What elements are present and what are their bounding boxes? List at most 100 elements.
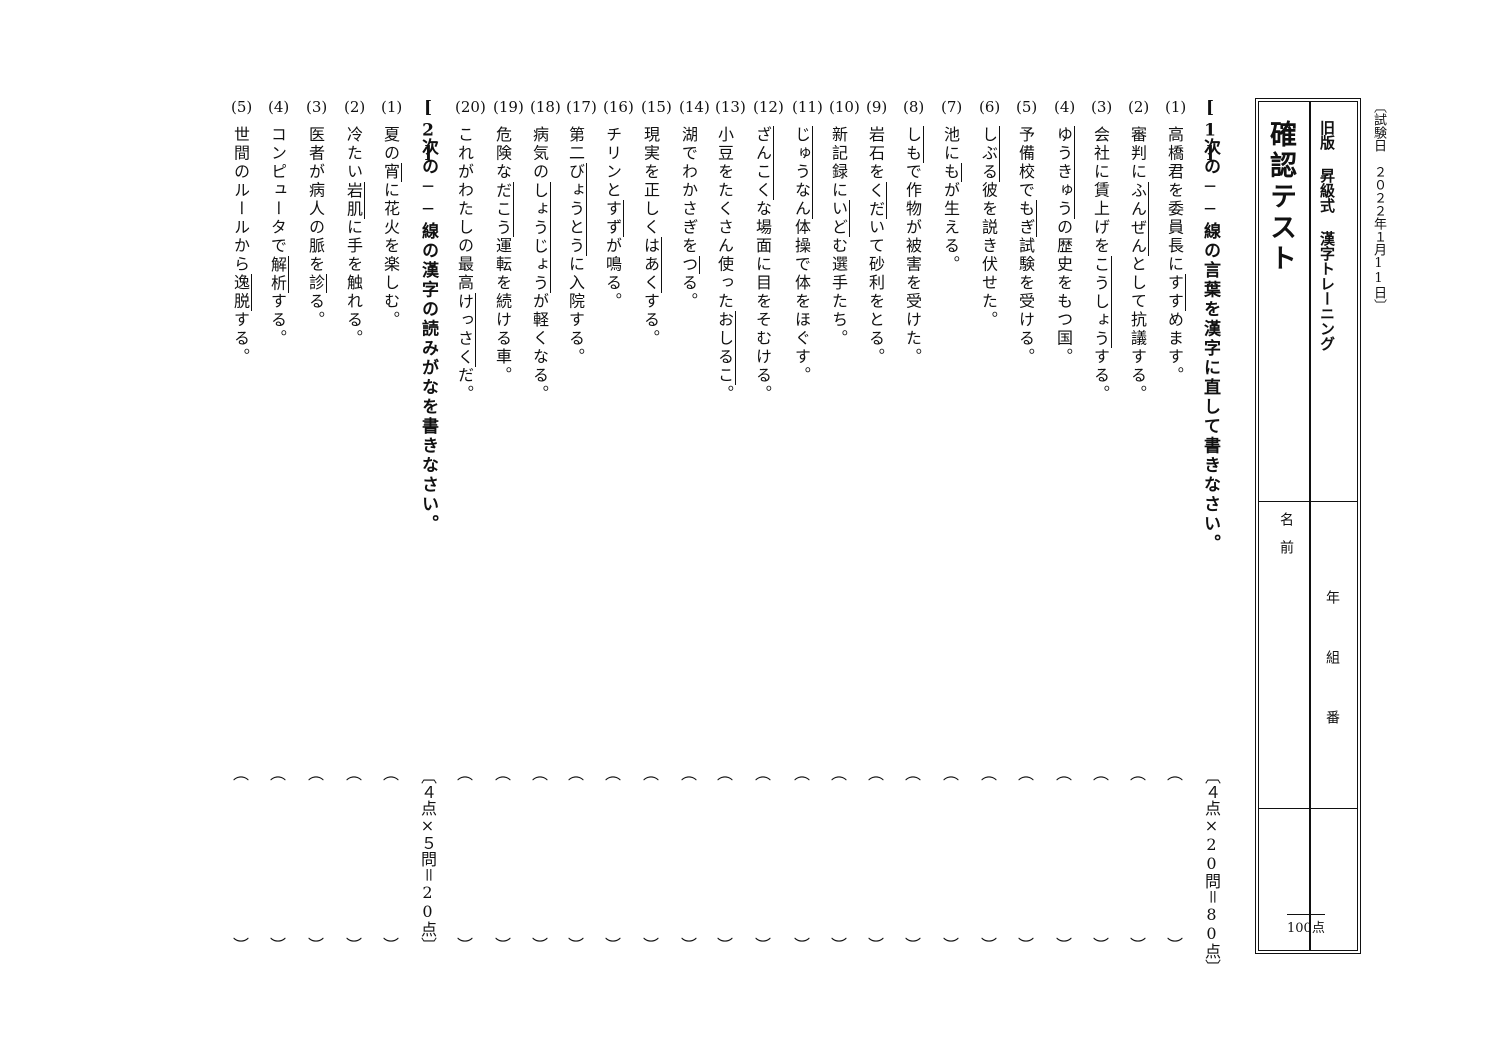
question-number: (2) (1128, 98, 1150, 116)
question-text-post: いて砂利をとる。 (866, 218, 885, 367)
answer-box-close[interactable]: ︶ (794, 936, 811, 955)
answer-box-open[interactable]: ︵ (1167, 764, 1184, 783)
answer-box-open[interactable]: ︵ (233, 764, 250, 783)
question-text-post: 。 (715, 385, 734, 404)
question-text: 池にもが生える。 (941, 126, 962, 275)
answer-box-open[interactable]: ︵ (755, 764, 772, 783)
answer-box-open[interactable]: ︵ (346, 764, 363, 783)
answer-box-close[interactable]: ︶ (346, 936, 363, 955)
answer-box-open[interactable]: ︵ (717, 764, 734, 783)
answer-box-close[interactable]: ︶ (755, 936, 772, 955)
question-text: ざんこくな場面に目をそむける。 (753, 126, 774, 404)
answer-box-open[interactable]: ︵ (943, 764, 960, 783)
question-text-post: 運転を続ける車。 (493, 237, 512, 385)
answer-box-close[interactable]: ︶ (643, 936, 660, 955)
answer-box-open[interactable]: ︵ (1056, 764, 1073, 783)
answer-box-close[interactable]: ︶ (233, 936, 250, 955)
answer-box-close[interactable]: ︶ (532, 936, 549, 955)
answer-box-open[interactable]: ︵ (270, 764, 287, 783)
answer-box-open[interactable]: ︵ (1093, 764, 1110, 783)
answer-box-close[interactable]: ︶ (308, 936, 325, 955)
question-number: (16) (603, 98, 634, 116)
answer-box-open[interactable]: ︵ (643, 764, 660, 783)
underlined-word: 岩肌 (344, 181, 365, 219)
question-number: (1) (1165, 98, 1187, 116)
answer-box-close[interactable]: ︶ (568, 936, 585, 955)
answer-box-open[interactable]: ︵ (831, 764, 848, 783)
underlined-word: しも (903, 126, 924, 163)
question-text: 岩石をくだいて砂利をとる。 (866, 126, 887, 367)
answer-box-open[interactable]: ︵ (457, 764, 474, 783)
answer-box-close[interactable]: ︶ (1093, 936, 1110, 955)
answer-box-close[interactable]: ︶ (681, 936, 698, 955)
question-text: 医者が病人の脈を診る。 (306, 126, 327, 330)
question-text-pre: 会社に賃上げを (1091, 126, 1110, 256)
answer-box-close[interactable]: ︶ (270, 936, 287, 955)
page-title: 確認テスト (1265, 120, 1296, 275)
question-text-pre: 審判に (1128, 126, 1147, 182)
answer-box-open[interactable]: ︵ (383, 764, 400, 783)
series-title: 旧版 昇級式 漢字トレーニング (1318, 120, 1336, 351)
underlined-word: つ (679, 255, 700, 274)
question-text-pre: 小豆をたくさん使った (715, 126, 734, 311)
question-number: (11) (792, 98, 823, 116)
question-text-post: めます。 (1165, 311, 1184, 385)
question-text-post: で作物が被害を受けた。 (903, 163, 922, 367)
answer-box-close[interactable]: ︶ (717, 936, 734, 955)
question-text-post: む選手たち。 (829, 237, 848, 348)
question-text-pre: コンピュータで (268, 126, 287, 256)
question-number: (9) (866, 98, 888, 116)
answer-box-close[interactable]: ︶ (605, 936, 622, 955)
question-text: コンピュータで解析する。 (268, 126, 289, 348)
answer-box-open[interactable]: ︵ (1018, 764, 1035, 783)
test-date: 〔試験日 ２０２２年１月11日〕 (1371, 100, 1386, 312)
answer-box-close[interactable]: ︶ (383, 936, 400, 955)
answer-box-open[interactable]: ︵ (568, 764, 585, 783)
question-number: (14) (679, 98, 710, 116)
underlined-word: ざんこく (753, 126, 774, 200)
answer-box-open[interactable]: ︵ (905, 764, 922, 783)
section1-instruction: 次の──線の言葉を漢字に直して書きなさい。 (1200, 138, 1220, 554)
section2-label: [2] (418, 98, 438, 166)
question-number: (17) (566, 98, 597, 116)
answer-box-open[interactable]: ︵ (495, 764, 512, 783)
answer-box-close[interactable]: ︶ (831, 936, 848, 955)
answer-box-open[interactable]: ︵ (605, 764, 622, 783)
question-text-post: が生える。 (941, 181, 960, 275)
score-label: 100点 (1287, 914, 1325, 936)
answer-box-open[interactable]: ︵ (532, 764, 549, 783)
question-number: (12) (753, 98, 784, 116)
answer-box-open[interactable]: ︵ (868, 764, 885, 783)
answer-box-close[interactable]: ︶ (1167, 936, 1184, 955)
answer-box-close[interactable]: ︶ (943, 936, 960, 955)
question-number: (18) (530, 98, 561, 116)
answer-box-close[interactable]: ︶ (1056, 936, 1073, 955)
question-text-pre: 第二 (566, 126, 585, 163)
answer-box-open[interactable]: ︵ (1130, 764, 1147, 783)
answer-box-open[interactable]: ︵ (681, 764, 698, 783)
question-number: (4) (1054, 98, 1076, 116)
question-text: 冷たい岩肌に手を触れる。 (344, 126, 365, 348)
underlined-word: ゆうきゅう (1054, 126, 1075, 219)
answer-box-close[interactable]: ︶ (1130, 936, 1147, 955)
answer-box-close[interactable]: ︶ (495, 936, 512, 955)
question-number: (10) (829, 98, 860, 116)
question-text: 高橋君を委員長にすすめます。 (1165, 126, 1186, 385)
answer-box-open[interactable]: ︵ (308, 764, 325, 783)
answer-box-close[interactable]: ︶ (868, 936, 885, 955)
question-text-post: として抗議する。 (1128, 255, 1147, 404)
answer-box-close[interactable]: ︶ (905, 936, 922, 955)
answer-box-close[interactable]: ︶ (1018, 936, 1035, 955)
underlined-word: 診 (306, 274, 327, 293)
question-text-pre: 湖でわかさぎを (679, 126, 698, 256)
question-number: (7) (941, 98, 963, 116)
answer-box-close[interactable]: ︶ (457, 936, 474, 955)
question-text-pre: 新記録に (829, 126, 848, 200)
question-number: (1) (381, 98, 403, 116)
answer-box-close[interactable]: ︶ (981, 936, 998, 955)
question-text: じゅうなん体操で体をほぐす。 (792, 126, 813, 385)
answer-box-open[interactable]: ︵ (794, 764, 811, 783)
answer-box-open[interactable]: ︵ (981, 764, 998, 783)
question-text-pre: チリンと (603, 126, 622, 200)
underlined-word: もぎ (1016, 200, 1037, 237)
